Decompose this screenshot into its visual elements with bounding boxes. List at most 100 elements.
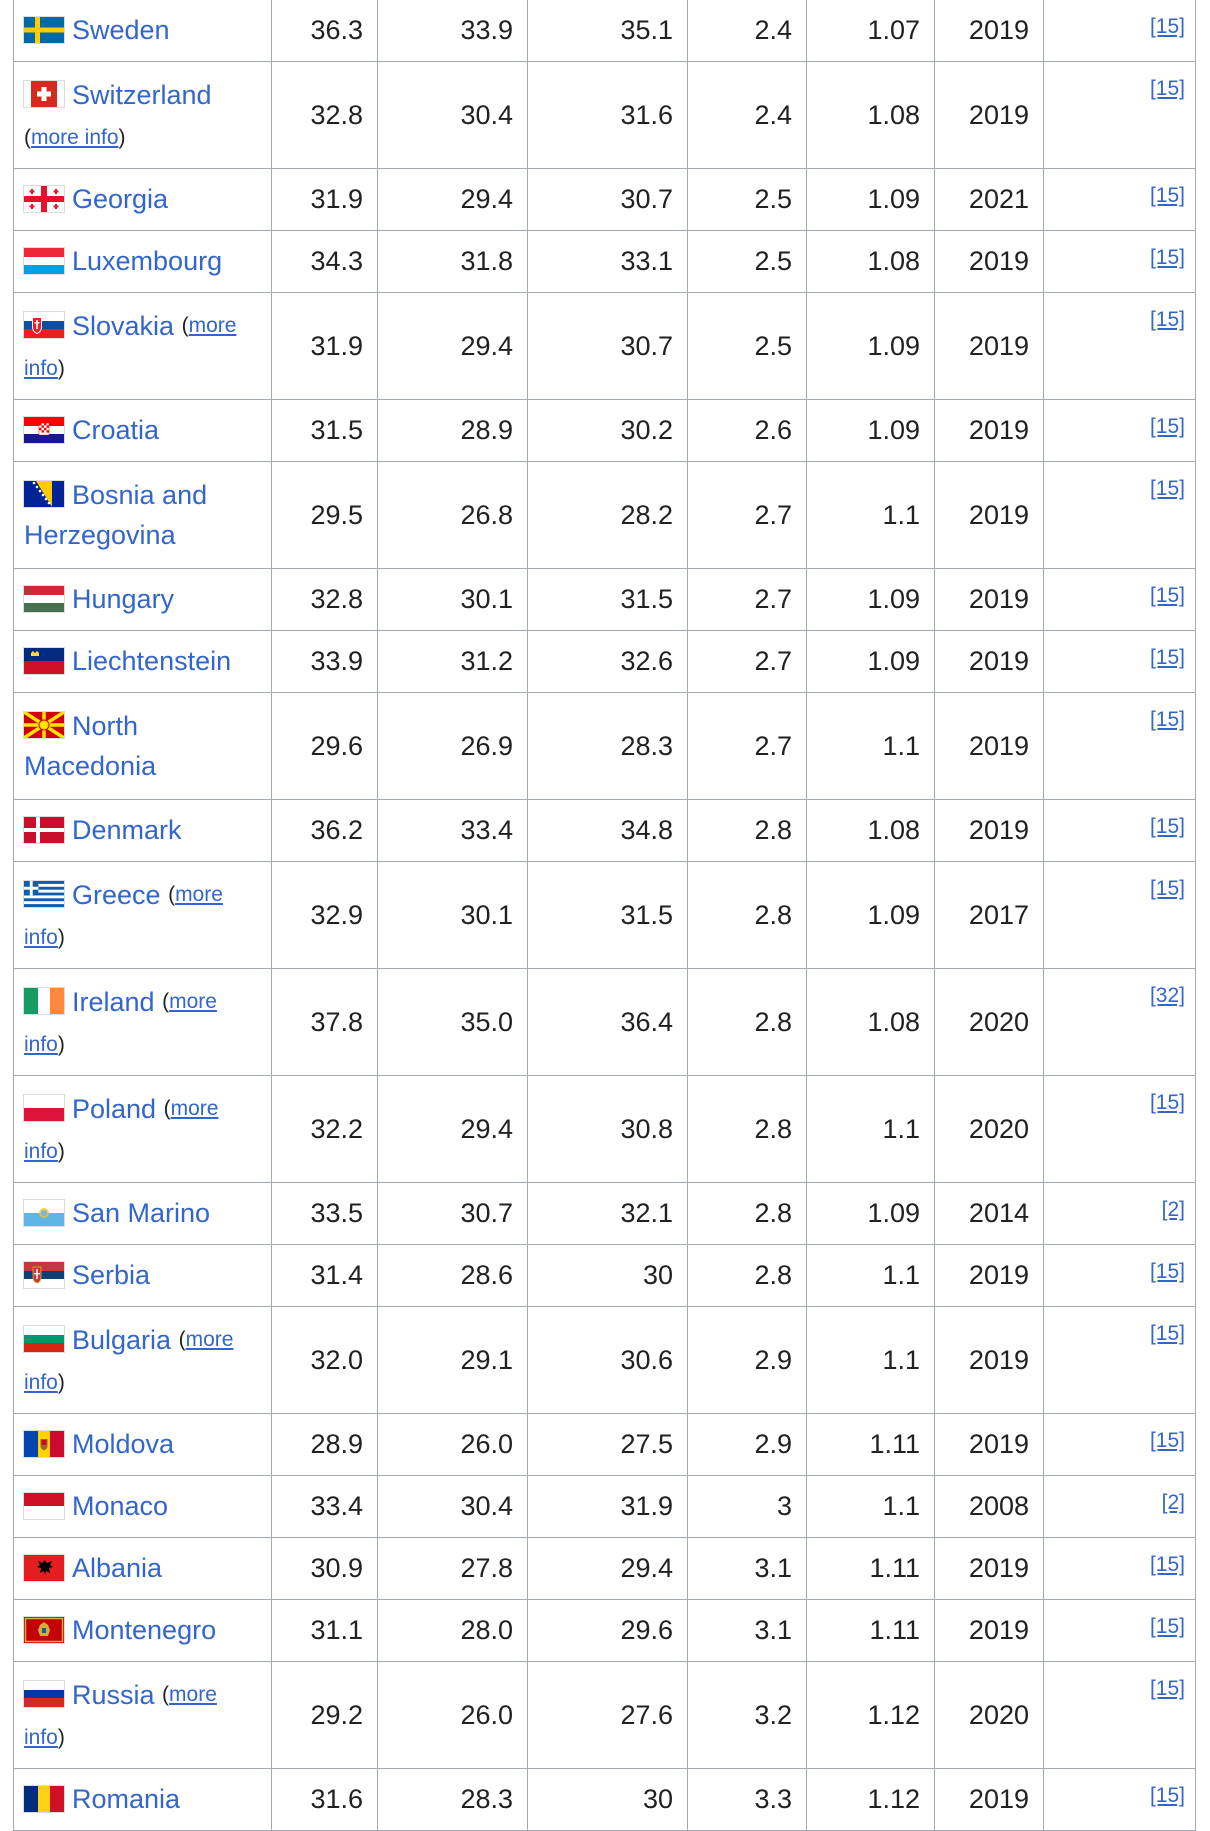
info-link[interactable]: info (24, 1371, 58, 1394)
reference-link[interactable]: [15] (1149, 584, 1185, 607)
reference-link[interactable]: [15] (1149, 1260, 1185, 1283)
country-link-slovakia[interactable]: Slovakia (72, 310, 175, 341)
value-cell: 28.0 (377, 1599, 528, 1662)
reference-cell: [15] (1043, 0, 1196, 62)
value-cell: 1.1 (806, 692, 935, 800)
value-cell: 36.2 (271, 799, 378, 862)
value-cell: 30 (527, 1768, 688, 1831)
year-cell: 2019 (934, 1768, 1044, 1831)
info-link[interactable]: info (24, 1033, 58, 1056)
more-link[interactable]: more (175, 882, 223, 906)
info-link[interactable]: info (24, 1726, 58, 1749)
year-cell: 2019 (934, 1537, 1044, 1600)
country-link-serbia[interactable]: Serbia (72, 1260, 151, 1291)
info-link[interactable]: info (24, 926, 58, 949)
table-row: Bosnia and Herzegovina 29.5 26.8 28.2 2.7 1.1… (13, 461, 1196, 569)
info-link[interactable]: info (24, 1140, 58, 1163)
country-link-albania[interactable]: Albania (72, 1553, 163, 1584)
country-link-georgia[interactable]: Georgia (72, 184, 169, 215)
value-cell: 1.08 (806, 799, 935, 862)
value-cell: 30.4 (377, 1475, 528, 1538)
reference-link[interactable]: [15] (1149, 184, 1185, 207)
country-link-north-macedonia[interactable]: North Macedonia (24, 710, 157, 782)
value-cell: 36.4 (527, 968, 688, 1076)
reference-cell: [15] (1043, 799, 1196, 862)
reference-link[interactable]: [15] (1149, 815, 1185, 838)
reference-link[interactable]: [15] (1149, 877, 1185, 900)
reference-link[interactable]: [15] (1149, 708, 1185, 731)
country-link-hungary[interactable]: Hungary (72, 584, 175, 615)
value-cell: 29.2 (271, 1661, 378, 1769)
country-link-poland[interactable]: Poland (72, 1093, 157, 1124)
reference-link[interactable]: [15] (1149, 1784, 1185, 1807)
country-link-ireland[interactable]: Ireland (72, 986, 155, 1017)
reference-link[interactable]: [2] (1161, 1198, 1185, 1221)
value-cell: 1.12 (806, 1661, 935, 1769)
country-link-croatia[interactable]: Croatia (72, 415, 160, 446)
reference-link[interactable]: [15] (1149, 1322, 1185, 1345)
more-link[interactable]: more (170, 1096, 219, 1120)
country-link-romania[interactable]: Romania (72, 1784, 181, 1815)
more-link[interactable]: more (188, 313, 237, 337)
value-cell: 1.11 (806, 1413, 935, 1476)
year-cell: 2020 (934, 968, 1044, 1076)
reference-cell: [15] (1043, 1537, 1196, 1600)
value-cell: 1.1 (806, 1075, 935, 1183)
year-cell: 2019 (934, 292, 1044, 400)
reference-link[interactable]: [2] (1161, 1491, 1185, 1514)
reference-link[interactable]: [15] (1149, 1677, 1185, 1700)
value-cell: 31.6 (527, 61, 688, 169)
country-cell: Sweden (13, 0, 272, 62)
year-cell: 2019 (934, 1413, 1044, 1476)
country-cell: Montenegro (13, 1599, 272, 1662)
reference-cell: [2] (1043, 1182, 1196, 1245)
more-info-link[interactable]: more info (31, 126, 119, 149)
country-link-switzerland[interactable]: Switzerland (72, 79, 212, 110)
country-link-luxembourg[interactable]: Luxembourg (72, 246, 223, 277)
data-table: Sweden 36.3 33.9 35.1 2.4 1.07 2019 [15] Switzer… (13, 0, 1196, 1831)
reference-link[interactable]: [15] (1149, 415, 1185, 438)
value-cell: 1.09 (806, 168, 935, 231)
reference-link[interactable]: [15] (1149, 1429, 1185, 1452)
value-cell: 32.8 (271, 568, 378, 631)
country-link-montenegro[interactable]: Montenegro (72, 1615, 217, 1646)
country-link-sweden[interactable]: Sweden (72, 15, 170, 46)
value-cell: 1.09 (806, 568, 935, 631)
reference-link[interactable]: [15] (1149, 246, 1185, 269)
value-cell: 2.7 (687, 692, 807, 800)
reference-link[interactable]: [15] (1149, 477, 1185, 500)
more-info: (more (162, 989, 217, 1013)
flag-bulgaria-icon (24, 1326, 64, 1353)
country-link-monaco[interactable]: Monaco (72, 1491, 169, 1522)
reference-link[interactable]: [15] (1149, 1091, 1185, 1114)
country-link-russia[interactable]: Russia (72, 1679, 155, 1710)
country-link-greece[interactable]: Greece (72, 879, 161, 910)
flag-bosnia-and-herzegovina-icon (24, 481, 64, 508)
value-cell: 1.08 (806, 230, 935, 293)
country-link-moldova[interactable]: Moldova (72, 1429, 175, 1460)
flag-georgia-icon (24, 186, 64, 213)
country-link-bulgaria[interactable]: Bulgaria (72, 1324, 172, 1355)
year-cell: 2008 (934, 1475, 1044, 1538)
reference-link[interactable]: [15] (1149, 1553, 1185, 1576)
country-link-bosnia-and-herzegovina[interactable]: Bosnia and Herzegovina (24, 479, 208, 551)
country-link-liechtenstein[interactable]: Liechtenstein (72, 646, 232, 677)
more-link[interactable]: more (169, 1682, 217, 1706)
reference-cell: [2] (1043, 1475, 1196, 1538)
more-info: (more info) (24, 126, 126, 149)
reference-link[interactable]: [15] (1149, 308, 1185, 331)
value-cell: 2.4 (687, 61, 807, 169)
country-link-denmark[interactable]: Denmark (72, 815, 182, 846)
reference-link[interactable]: [32] (1149, 984, 1185, 1007)
more-link[interactable]: more (169, 989, 217, 1013)
more-info: (more (178, 1327, 234, 1351)
info-link[interactable]: info (24, 357, 58, 380)
reference-link[interactable]: [15] (1149, 77, 1185, 100)
reference-link[interactable]: [15] (1149, 1615, 1185, 1638)
value-cell: 28.3 (527, 692, 688, 800)
reference-link[interactable]: [15] (1149, 646, 1185, 669)
country-link-san-marino[interactable]: San Marino (72, 1198, 211, 1229)
reference-link[interactable]: [15] (1149, 15, 1185, 38)
country-cell: Luxembourg (13, 230, 272, 293)
more-link[interactable]: more (185, 1327, 234, 1351)
